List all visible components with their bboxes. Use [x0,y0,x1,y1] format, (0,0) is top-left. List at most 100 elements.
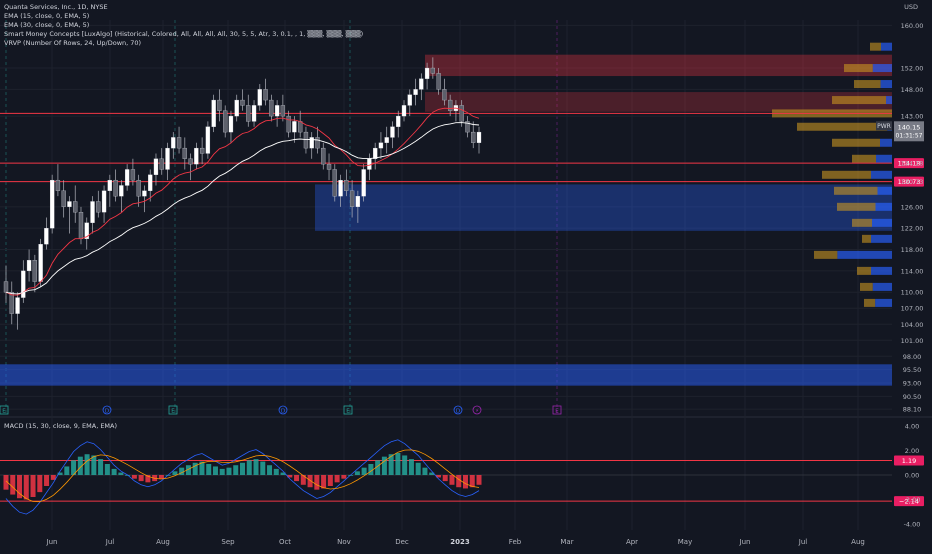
macd-histogram-bar [300,475,306,485]
event-marker-label: E [2,409,6,415]
price-axis-label: 160.00 [901,22,924,30]
price-axis-label: 98.00 [903,353,922,361]
candle-body [401,105,407,117]
candle-body [298,121,303,133]
macd-histogram-bar [23,475,29,500]
candle-body [419,78,424,90]
macd-histogram-bar [91,455,97,475]
macd-histogram-bar [145,475,151,483]
ema-line [5,107,480,296]
indicator-ema15[interactable]: EMA (15, close, 0, EMA, 5) [4,12,90,20]
macd-histogram-bar [375,460,381,475]
candle-body [292,121,297,133]
candle-body [44,228,49,245]
supply-zone [425,92,892,112]
vrvp-up-bar [814,250,838,259]
time-axis-label: Aug [156,538,170,546]
candle-body [436,73,441,90]
macd-histogram-bar [138,475,144,482]
candle-body [61,190,66,207]
macd-histogram-bar [294,475,300,482]
event-marker-label: ⚡ [475,408,479,415]
candle-body [367,158,372,170]
price-axis-label: 126.00 [901,203,924,211]
candle-body [459,105,464,122]
demand-zone [315,184,892,231]
candle-body [361,169,366,197]
vrvp-down-bar [886,96,892,105]
macd-legend[interactable]: MACD (15, 30, close, 9, EMA, EMA) [4,422,118,430]
candle-body [130,169,136,181]
candle-body [119,185,124,197]
candle-body [78,212,84,240]
candle-body [9,292,14,314]
candle-body [274,105,280,117]
candle-body [332,169,337,197]
indicator-ema30[interactable]: EMA (30, close, 0, EMA, 5) [4,21,90,29]
price-axis-label: 118.00 [901,246,924,254]
macd-histogram-bar [206,464,212,475]
macd-histogram-bar [71,460,77,475]
candle-body [55,179,61,191]
macd-histogram-bar [44,475,50,486]
price-axis-label: 95.50 [903,366,922,374]
macd-histogram-bar [199,461,205,475]
macd-axis-label: 0.00 [905,472,919,480]
candle-body [378,142,384,149]
candle-body [205,126,211,154]
macd-histogram-bar [402,455,408,475]
candle-body [101,190,107,213]
last-price-countdown: 01:31:57 [896,132,923,139]
vrvp-down-bar [872,218,892,227]
macd-histogram-bar [267,465,273,475]
macd-histogram-bar [98,459,104,475]
time-axis-label: May [678,538,692,546]
event-marker [552,405,562,415]
macd-histogram-bar [422,467,428,475]
event-marker [168,405,178,415]
macd-axis-label: -4.00 [904,520,921,528]
candle-body [430,67,436,74]
indicator-vrvp[interactable]: VRVP (Number Of Rows, 24, Up/Down, 70) [4,39,142,47]
candle-body [240,99,245,106]
macd-histogram-bar [341,475,347,479]
candle-body [246,105,251,122]
macd-histogram-bar [388,454,394,475]
macd-histogram-bar [37,475,43,493]
event-marker [453,405,463,415]
vrvp-up-bar [837,202,876,211]
candle-body [338,179,343,197]
candle-body [476,131,482,143]
vrvp-up-bar [870,42,881,51]
time-axis-label: Jul [105,538,115,546]
vrvp-up-bar [864,298,876,307]
candle-body [15,297,20,314]
macd-histogram-bar [77,456,83,475]
candle-body [465,121,470,133]
vrvp-up-bar [834,186,878,195]
macd-histogram-bar [334,475,340,483]
macd-histogram-bar [253,459,259,475]
candle-body [32,260,37,282]
level-badge [894,158,924,169]
time-axis-label: Jun [739,538,751,546]
indicator-smc[interactable]: Smart Money Concepts [LuxAlgo] (Historic… [4,30,364,38]
candle-body [199,147,205,154]
macd-histogram-bar [415,462,421,475]
price-axis-label: 152.00 [901,65,924,73]
macd-histogram-bar [172,471,178,475]
vrvp-down-bar [871,266,892,275]
symbol-header[interactable]: Quanta Services, Inc., 1D, NYSE [4,3,108,11]
candle-body [67,201,72,207]
event-marker-label: E [346,409,350,415]
candle-body [280,105,286,117]
candle-body [165,147,170,170]
event-marker-label: D [456,409,460,415]
macd-histogram-bar [158,475,164,479]
price-axis-label: 114.00 [901,267,924,275]
candle-body [96,201,101,213]
vrvp-down-bar [872,282,892,291]
candle-body [182,147,187,159]
